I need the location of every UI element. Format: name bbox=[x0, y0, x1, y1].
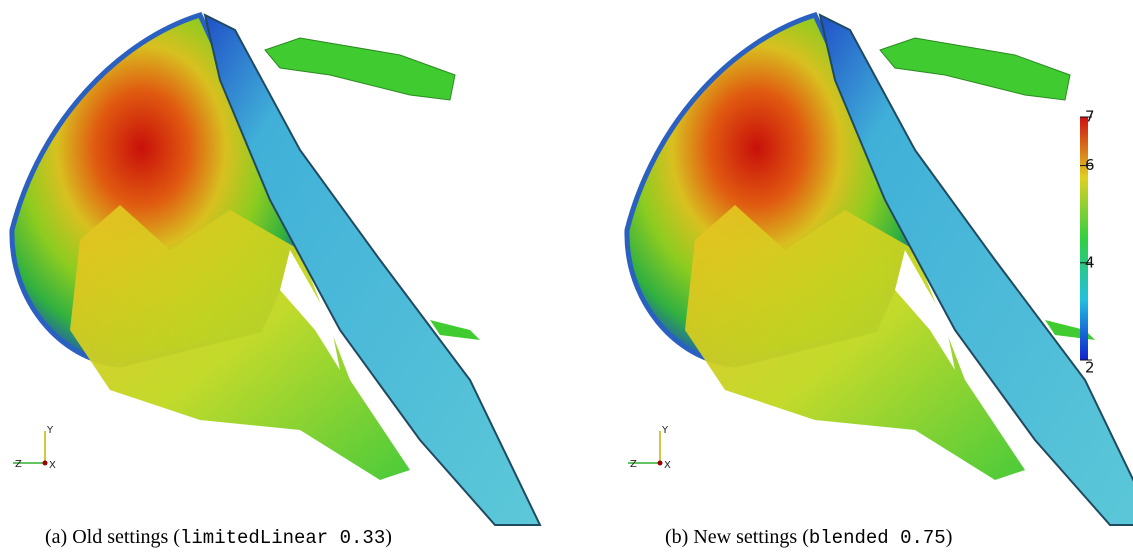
caption-code: limitedLinear 0.33 bbox=[180, 527, 385, 549]
figure: Y Z X (a) Old settings (limitedLinear 0.33)… bbox=[0, 0, 1133, 552]
axis-y-label: Y bbox=[661, 425, 669, 436]
colorbar-tick-label: 7 bbox=[1085, 108, 1095, 126]
colorbar-tick-label: 4 bbox=[1085, 253, 1095, 271]
colorbar-tick-label: 2 bbox=[1085, 359, 1095, 377]
colorbar-tick-label: 6 bbox=[1085, 156, 1095, 174]
rendering-b bbox=[627, 15, 1133, 525]
caption: (a) Old settings (limitedLinear 0.33) bbox=[45, 526, 392, 549]
caption: (b) New settings (blended 0.75) bbox=[665, 526, 952, 549]
axis-x bbox=[658, 461, 663, 466]
axis-x bbox=[43, 461, 48, 466]
axis-z-label: Z bbox=[630, 459, 637, 470]
colorbar bbox=[1080, 117, 1088, 360]
caption-suffix: ) bbox=[946, 526, 953, 548]
caption-prefix: (a) Old settings ( bbox=[45, 526, 180, 548]
caption-code: blended 0.75 bbox=[809, 527, 946, 549]
axis-x-label: X bbox=[49, 460, 56, 471]
axis-z-label: Z bbox=[15, 459, 22, 470]
rendering-a bbox=[12, 15, 540, 525]
caption-prefix: (b) New settings ( bbox=[665, 526, 809, 548]
axis-y-label: Y bbox=[46, 425, 54, 436]
caption-suffix: ) bbox=[385, 526, 392, 548]
axis-x-label: X bbox=[664, 460, 671, 471]
